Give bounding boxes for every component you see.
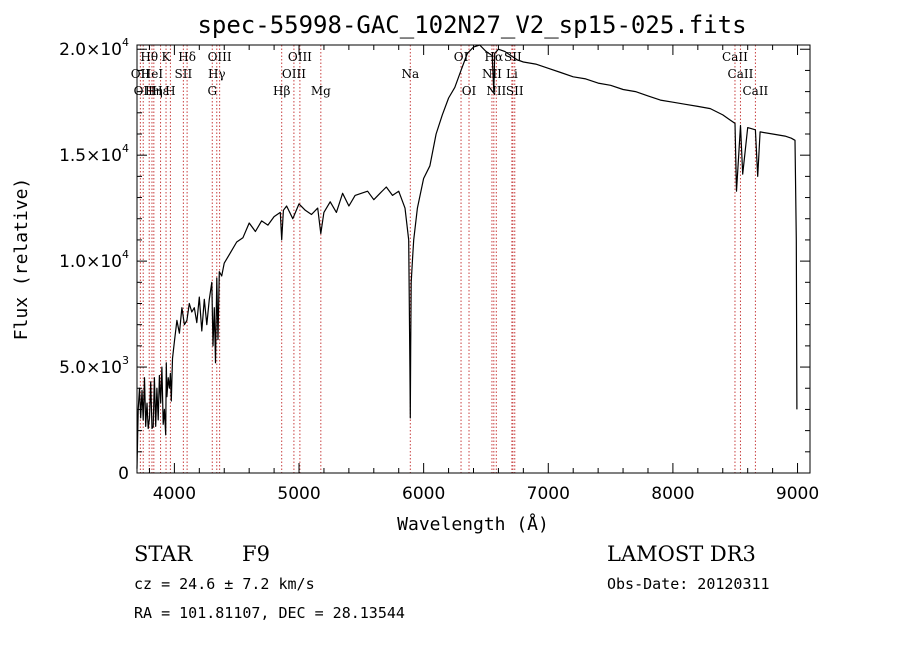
y-tick-label-0: 0 [118,464,129,484]
object-class: STAR [134,542,193,566]
line-marker-label-27: CaII [728,67,754,81]
line-marker-label-23: Li [506,67,518,81]
line-marker-label-15: OIII [288,50,312,64]
x-tick-label-0: 4000 [153,484,196,504]
line-marker-label-19: OI [462,84,477,98]
line-marker-label-5: Hε [152,84,169,98]
line-marker-label-28: CaII [742,84,768,98]
y-tick-exponent-3: 4 [122,142,129,155]
y-tick-label-2: 1.0×104 [59,248,129,272]
line-marker-label-14: OIII [282,67,306,81]
line-marker-label-2: Hθ [140,50,158,64]
y-tick-label-3: 1.5×104 [59,142,129,166]
x-tick-label-1: 5000 [277,484,320,504]
x-tick-label-4: 8000 [651,484,694,504]
line-marker-label-8: SII [175,67,193,81]
y-tick-mantissa-0: 0 [118,464,129,484]
x-tick-label-2: 6000 [402,484,445,504]
line-marker-layer [139,45,756,473]
line-marker-label-25: SII [506,84,524,98]
line-marker-label-9: Hδ [178,50,196,64]
y-tick-mantissa-1: 5.0×10 [59,358,122,378]
line-marker-label-4: Hη [145,84,163,98]
obs-date: Obs-Date: 20120311 [607,575,770,593]
y-tick-label-1: 5.0×103 [59,354,129,378]
x-axis-label: Wavelength (Å) [397,513,549,535]
line-marker-label-22: NII [486,84,506,98]
survey-name: LAMOST DR3 [607,542,756,566]
line-marker-label-0: OII [131,67,151,81]
line-marker-label-6: K [162,50,172,64]
coordinates: RA = 101.81107, DEC = 28.13544 [134,604,405,622]
spectrum-series-0 [136,44,798,469]
y-tick-exponent-2: 4 [122,248,129,261]
line-marker-label-13: Hβ [273,84,290,98]
line-marker-label-16: Mg [311,84,331,98]
line-marker-label-10: G [207,84,217,98]
spectrum-layer [136,44,798,469]
x-axis-ticks: 4000 5000 6000 7000 8000 9000 [148,45,819,504]
line-marker-label-1: OII [134,84,154,98]
x-tick-label-3: 7000 [527,484,570,504]
chart-title: spec-55998-GAC_102N27_V2_sp15-025.fits [197,11,746,39]
y-tick-exponent-1: 3 [122,354,129,367]
line-marker-label-17: Na [401,67,419,81]
line-marker-label-7: H [165,84,175,98]
line-label-layer: OIIOIIHθHeIHηHεKHSIIHδGHγOIIIHβOIIIOIIIM… [131,50,769,98]
y-tick-mantissa-3: 1.5×10 [59,146,122,166]
line-marker-label-3: HeI [141,67,164,81]
y-tick-exponent-4: 4 [122,36,129,49]
y-tick-label-4: 2.0×104 [59,36,129,60]
spectral-subclass: F9 [242,542,270,566]
y-tick-mantissa-4: 2.0×10 [59,40,122,60]
line-marker-label-26: CaII [722,50,748,64]
line-marker-label-11: Hγ [208,67,226,81]
redshift-info: cz = 24.6 ± 7.2 km/s [134,575,315,593]
y-axis-label: Flux (relative) [11,178,32,341]
line-marker-label-12: OIII [208,50,232,64]
x-tick-label-5: 9000 [776,484,819,504]
line-marker-label-20: NII [482,67,502,81]
y-tick-mantissa-2: 1.0×10 [59,252,122,272]
